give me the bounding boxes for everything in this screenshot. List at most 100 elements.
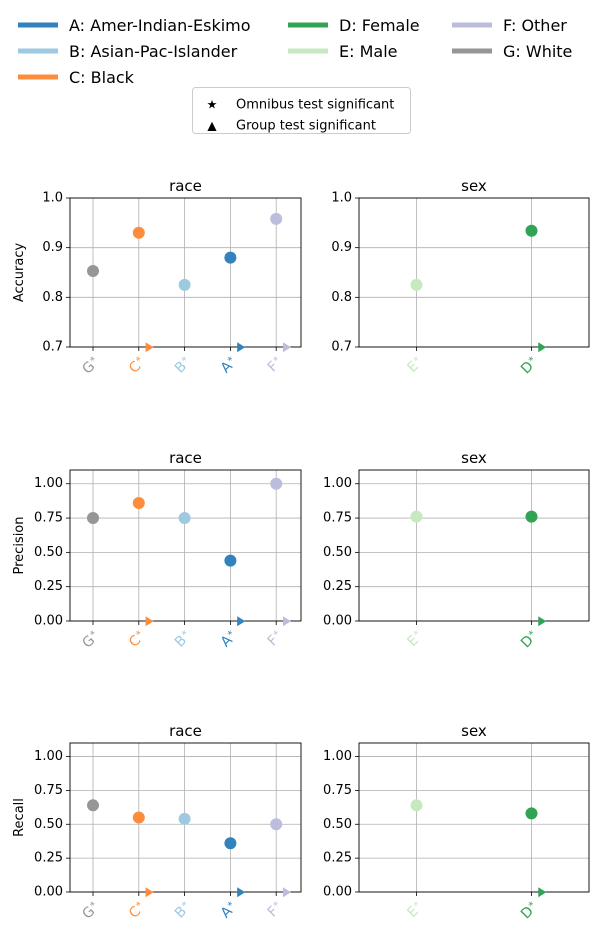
- data-point-E: [410, 278, 423, 291]
- y-axis-label: Accuracy: [12, 243, 27, 303]
- omnibus-star: *: [412, 355, 423, 366]
- ytick-label: 0.00: [323, 885, 352, 900]
- ytick-label: 0.25: [323, 851, 352, 866]
- data-point-D: [525, 510, 538, 523]
- xtick-label-D: D*: [518, 342, 547, 377]
- legend-label-C: C: Black: [69, 68, 135, 87]
- group-significant-marker: [237, 887, 246, 898]
- data-point-E: [410, 510, 423, 523]
- omnibus-star: *: [412, 900, 423, 911]
- symbol-glyph-1: ▲: [207, 119, 217, 133]
- ytick-label: 1.00: [34, 476, 63, 491]
- ytick-label: 0.7: [331, 340, 352, 355]
- data-point-E: [410, 799, 423, 812]
- data-point-B: [178, 812, 191, 825]
- omnibus-star: *: [412, 629, 423, 640]
- panels: 0.7 0.8 0.9 1.0 race Accuracy G* C* B* A* F* 0.7 0.8…: [12, 177, 590, 923]
- ytick-label: 1.0: [42, 191, 63, 206]
- omnibus-star: *: [180, 629, 191, 640]
- data-point-B: [178, 278, 191, 291]
- xtick-label-A: A*: [218, 616, 246, 651]
- ytick-label: 1.0: [331, 191, 352, 206]
- xtick-label-C: C*: [126, 342, 154, 377]
- axes-frame: [69, 197, 302, 348]
- ytick-label: 1.00: [34, 749, 63, 764]
- xtick-label-B: B*: [172, 900, 192, 922]
- xtick-label-G: G*: [79, 900, 100, 923]
- panel-title: sex: [461, 449, 487, 467]
- symbol-label-0: Omnibus test significant: [236, 98, 394, 113]
- ytick-label: 0.25: [323, 579, 352, 594]
- panel-title: race: [169, 722, 202, 740]
- data-point-C: [132, 226, 145, 239]
- symbol-legend: ★ Omnibus test significant ▲ Group test sig…: [192, 87, 411, 134]
- omnibus-star: *: [272, 355, 283, 366]
- data-point-C: [132, 811, 145, 824]
- data-point-B: [178, 512, 191, 525]
- omnibus-star: *: [134, 355, 145, 366]
- axes-frame: [358, 197, 590, 348]
- group-significant-marker: [282, 342, 291, 353]
- data-point-A: [224, 837, 237, 850]
- group-significant-marker: [538, 342, 547, 353]
- data-point-A: [224, 554, 237, 567]
- group-significant-marker: [145, 616, 154, 627]
- group-significant-marker: [237, 616, 246, 627]
- group-significant-marker: [538, 616, 547, 627]
- xtick-label-D: D*: [518, 616, 547, 651]
- data-point-C: [132, 496, 145, 509]
- omnibus-star: *: [226, 629, 237, 640]
- ytick-label: 0.7: [42, 340, 63, 355]
- data-point-G: [87, 265, 99, 278]
- axes-frame: [69, 469, 302, 622]
- ytick-label: 0.50: [34, 817, 63, 832]
- xtick-label-E: E*: [404, 900, 423, 921]
- omnibus-star: *: [527, 355, 538, 366]
- omnibus-star: *: [89, 900, 100, 911]
- data-point-G: [87, 512, 99, 525]
- ytick-label: 0.75: [323, 511, 352, 526]
- legend-label-G: G: White: [503, 42, 572, 61]
- legend-label-D: D: Female: [339, 16, 420, 35]
- ytick-label: 0.9: [42, 240, 63, 255]
- panel-title: race: [169, 177, 202, 195]
- xtick-label-B: B*: [172, 355, 192, 377]
- legend-label-F: F: Other: [503, 16, 567, 35]
- axes-frame: [69, 742, 302, 893]
- panel-3: 0.00 0.25 0.50 0.75 1.00 sex E* D*: [323, 449, 590, 651]
- panel-title: sex: [461, 722, 487, 740]
- xtick-label-F: F*: [265, 342, 291, 375]
- panel-1: 0.7 0.8 0.9 1.0 sex E* D*: [331, 177, 590, 377]
- omnibus-star: *: [527, 900, 538, 911]
- xtick-label-E: E*: [404, 629, 423, 650]
- group-significant-marker: [145, 887, 154, 898]
- ytick-label: 0.00: [34, 614, 63, 629]
- omnibus-star: *: [527, 629, 538, 640]
- data-point-D: [525, 224, 538, 237]
- group-significant-marker: [145, 342, 154, 353]
- data-point-D: [525, 807, 538, 820]
- ytick-label: 0.75: [323, 783, 352, 798]
- omnibus-star: *: [89, 629, 100, 640]
- panel-title: race: [169, 449, 202, 467]
- xtick-label-D: D*: [518, 887, 547, 922]
- symbol-glyph-0: ★: [207, 98, 218, 112]
- xtick-label-F: F*: [265, 887, 291, 920]
- panel-4: 0.00 0.25 0.50 0.75 1.00 race Recall G* C* B* A* F*: [12, 722, 302, 923]
- ytick-label: 0.50: [34, 545, 63, 560]
- xtick-label-G: G*: [79, 355, 99, 378]
- symbol-legend-frame: [192, 87, 411, 134]
- ytick-label: 0.75: [34, 783, 63, 798]
- ytick-label: 1.00: [323, 476, 352, 491]
- ytick-label: 0.25: [34, 851, 63, 866]
- xtick-label-B: B*: [172, 629, 192, 651]
- symbol-label-1: Group test significant: [236, 119, 376, 134]
- ytick-label: 0.8: [331, 290, 352, 305]
- ytick-label: 0.00: [323, 614, 352, 629]
- ytick-label: 0.8: [42, 290, 63, 305]
- omnibus-star: *: [180, 355, 191, 366]
- omnibus-star: *: [134, 629, 145, 640]
- xtick-label-C: C*: [126, 887, 154, 922]
- group-significant-marker: [237, 342, 246, 353]
- omnibus-star: *: [134, 900, 145, 911]
